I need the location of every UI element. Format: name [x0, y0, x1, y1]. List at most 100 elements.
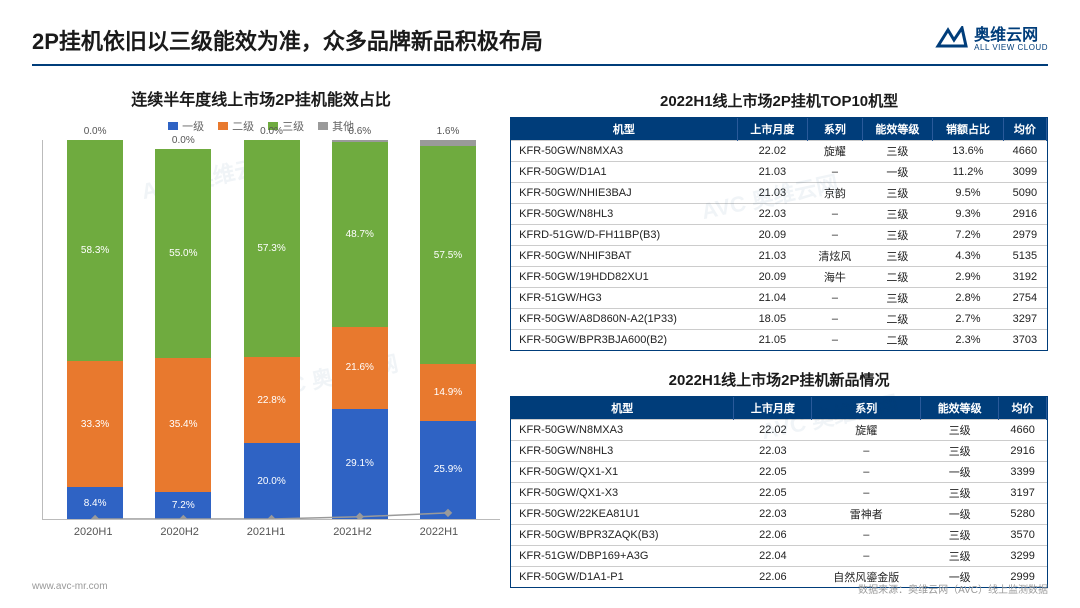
table-cell: –	[812, 483, 921, 504]
legend-label: 二级	[232, 118, 254, 134]
table-header: 机型	[511, 397, 734, 420]
table-cell: 5280	[999, 504, 1047, 525]
x-axis-label: 2022H1	[411, 526, 467, 538]
table-row: KFR-50GW/N8MXA322.02旋耀三级13.6%4660	[511, 141, 1046, 162]
table-new-products: 2022H1线上市场2P挂机新品情况 机型上市月度系列能效等级均价 KFR-50…	[510, 365, 1048, 588]
table-cell: 一级	[921, 504, 999, 525]
stacked-bar-chart: 8.4%33.3%58.3%0.0%7.2%35.4%55.0%0.0%20.0…	[42, 140, 500, 520]
table-cell: 22.05	[734, 462, 812, 483]
table-row: KFR-50GW/NHIE3BAJ21.03京韵三级9.5%5090	[511, 183, 1046, 204]
table-cell: 22.04	[734, 546, 812, 567]
bar-segment: 1.6%	[420, 140, 476, 146]
new-products-table: 机型上市月度系列能效等级均价 KFR-50GW/N8MXA322.02旋耀三级4…	[511, 397, 1047, 587]
table-cell: 一级	[862, 162, 933, 183]
table-title: 2022H1线上市场2P挂机新品情况	[510, 365, 1048, 396]
bar-segment: 21.6%	[332, 327, 388, 409]
table-cell: –	[808, 204, 863, 225]
table-cell: 三级	[921, 483, 999, 504]
table-cell: 21.03	[737, 162, 808, 183]
table-cell: –	[812, 441, 921, 462]
table-cell: 一级	[921, 462, 999, 483]
bar-group: 8.4%33.3%58.3%0.0%	[67, 140, 123, 519]
footer: www.avc-mr.com 数据来源：奥维云网（AVC）线上监测数据	[32, 581, 1048, 596]
legend-swatch	[318, 122, 328, 130]
chart-title: 连续半年度线上市场2P挂机能效占比	[32, 86, 490, 110]
table-cell: KFR-50GW/22KEA81U1	[511, 504, 734, 525]
table-row: KFRD-51GW/D-FH11BP(B3)20.09–三级7.2%2979	[511, 225, 1046, 246]
table-header: 均价	[1003, 118, 1046, 141]
table-cell: 三级	[862, 225, 933, 246]
table-cell: 21.04	[737, 288, 808, 309]
table-cell: –	[808, 162, 863, 183]
table-cell: 清炫风	[808, 246, 863, 267]
table-cell: 三级	[921, 525, 999, 546]
table-cell: 2979	[1003, 225, 1046, 246]
table-cell: 旋耀	[808, 141, 863, 162]
table-cell: 22.05	[734, 483, 812, 504]
table-cell: 2.9%	[933, 267, 1004, 288]
table-cell: 京韵	[808, 183, 863, 204]
bar-segment: 8.4%	[67, 487, 123, 519]
table-cell: –	[812, 525, 921, 546]
table-cell: 22.02	[737, 141, 808, 162]
table-cell: 22.03	[737, 204, 808, 225]
legend-label: 三级	[282, 118, 304, 134]
chart-panel: 连续半年度线上市场2P挂机能效占比 一级二级三级其他 8.4%33.3%58.3…	[32, 86, 490, 588]
bar-segment: 35.4%	[155, 358, 211, 492]
table-cell: KFR-51GW/HG3	[511, 288, 737, 309]
bar-group: 29.1%21.6%48.7%0.6%	[332, 140, 388, 519]
page-title: 2P挂机依旧以三级能效为准，众多品牌新品积极布局	[32, 24, 543, 56]
table-row: KFR-50GW/N8MXA322.02旋耀三级4660	[511, 420, 1046, 441]
x-axis-label: 2020H2	[152, 526, 208, 538]
table-cell: KFR-50GW/D1A1	[511, 162, 737, 183]
table-cell: 22.06	[734, 525, 812, 546]
table-header: 均价	[999, 397, 1047, 420]
table-cell: 20.09	[737, 267, 808, 288]
table-cell: 21.05	[737, 330, 808, 351]
table-header: 上市月度	[737, 118, 808, 141]
table-cell: 3099	[1003, 162, 1046, 183]
table-cell: –	[808, 330, 863, 351]
bar-segment: 33.3%	[67, 361, 123, 487]
table-cell: 2916	[1003, 204, 1046, 225]
table-cell: 4660	[999, 420, 1047, 441]
table-cell: 5135	[1003, 246, 1046, 267]
table-row: KFR-51GW/HG321.04–三级2.8%2754	[511, 288, 1046, 309]
table-cell: KFR-50GW/19HDD82XU1	[511, 267, 737, 288]
segment-label: 0.0%	[260, 126, 283, 137]
table-row: KFR-50GW/BPR3ZAQK(B3)22.06–三级3570	[511, 525, 1046, 546]
table-row: KFR-50GW/BPR3BJA600(B2)21.05–二级2.3%3703	[511, 330, 1046, 351]
bar-segment: 20.0%	[244, 443, 300, 519]
bar-group: 25.9%14.9%57.5%1.6%	[420, 140, 476, 519]
bar-group: 20.0%22.8%57.3%0.0%	[244, 140, 300, 519]
x-axis-label: 2020H1	[65, 526, 121, 538]
table-cell: 旋耀	[812, 420, 921, 441]
table-cell: 3703	[1003, 330, 1046, 351]
table-row: KFR-50GW/22KEA81U122.03雷神者一级5280	[511, 504, 1046, 525]
table-cell: 21.03	[737, 183, 808, 204]
table-row: KFR-51GW/DBP169+A3G22.04–三级3299	[511, 546, 1046, 567]
table-cell: 二级	[862, 330, 933, 351]
table-header: 能效等级	[862, 118, 933, 141]
x-axis-label: 2021H2	[324, 526, 380, 538]
table-cell: 3570	[999, 525, 1047, 546]
table-cell: 三级	[862, 204, 933, 225]
table-cell: KFR-50GW/NHIF3BAT	[511, 246, 737, 267]
table-cell: 三级	[921, 441, 999, 462]
logo-text-cn: 奥维云网	[974, 27, 1048, 45]
table-cell: 二级	[862, 267, 933, 288]
table-cell: 22.03	[734, 441, 812, 462]
table-cell: 20.09	[737, 225, 808, 246]
segment-label: 0.6%	[348, 126, 371, 137]
table-cell: 18.05	[737, 309, 808, 330]
segment-label: 0.0%	[172, 135, 195, 146]
table-cell: 4660	[1003, 141, 1046, 162]
table-cell: KFR-50GW/BPR3BJA600(B2)	[511, 330, 737, 351]
bar-segment: 48.7%	[332, 142, 388, 327]
table-cell: KFR-50GW/N8HL3	[511, 204, 737, 225]
table-cell: –	[808, 225, 863, 246]
table-cell: 21.03	[737, 246, 808, 267]
table-cell: –	[812, 546, 921, 567]
top10-table: 机型上市月度系列能效等级销额占比均价 KFR-50GW/N8MXA322.02旋…	[511, 118, 1047, 350]
table-cell: 三级	[862, 183, 933, 204]
